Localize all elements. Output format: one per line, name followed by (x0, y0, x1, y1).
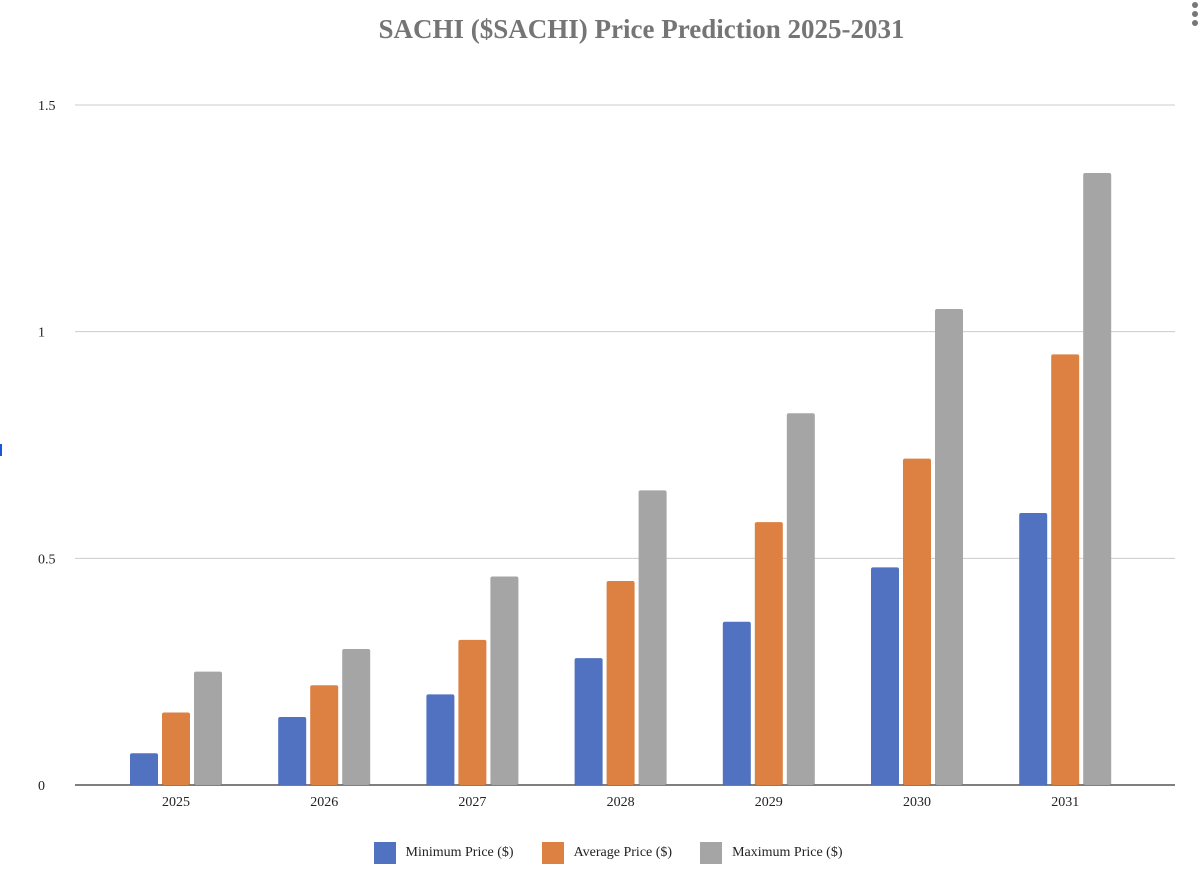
bar-maximum-2028 (638, 490, 667, 785)
bar-minimum-2028 (574, 658, 603, 785)
bar-average-2027 (458, 639, 487, 785)
bar-minimum-2026 (278, 717, 307, 785)
legend-item: Average Price ($) (541, 842, 673, 864)
bar-minimum-2030 (871, 567, 899, 785)
bar-maximum-2027 (490, 576, 519, 785)
chart-title: SACHI ($SACHI) Price Prediction 2025-203… (378, 14, 905, 44)
bar-minimum-2027 (426, 694, 455, 785)
y-tick-label: 1 (38, 326, 45, 341)
x-tick-label: 2025 (162, 795, 190, 810)
bar-maximum-2031 (1083, 173, 1112, 785)
bar-maximum-2030 (935, 309, 963, 785)
x-tick-label: 2027 (458, 795, 486, 810)
more-vertical-icon[interactable] (1192, 2, 1200, 29)
bar-average-2028 (606, 581, 635, 785)
y-tick-label: 0.5 (38, 552, 56, 567)
bar-minimum-2029 (722, 621, 751, 785)
legend-swatch (373, 842, 396, 864)
scroll-indicator (0, 444, 2, 456)
bar-average-2031 (1051, 354, 1080, 785)
x-tick-label: 2030 (903, 795, 931, 810)
bar-minimum-2031 (1019, 513, 1048, 785)
x-tick-label: 2031 (1051, 795, 1079, 810)
legend-label: Average Price ($) (573, 845, 673, 860)
bar-average-2026 (310, 685, 339, 785)
legend-item: Maximum Price ($) (700, 842, 843, 864)
y-tick-label: 0 (38, 779, 45, 794)
bar-maximum-2026 (342, 649, 371, 785)
x-tick-label: 2026 (310, 795, 338, 810)
bar-average-2029 (754, 522, 783, 785)
bar-minimum-2025 (130, 753, 158, 785)
bar-maximum-2025 (194, 671, 222, 785)
legend-label: Maximum Price ($) (732, 845, 843, 860)
bar-maximum-2029 (786, 413, 815, 785)
x-tick-label: 2028 (607, 795, 635, 810)
legend-swatch (700, 842, 723, 864)
legend: Minimum Price ($) Average Price ($) Maximu… (0, 842, 1200, 864)
y-tick-label: 1.5 (38, 99, 56, 114)
bar-average-2030 (903, 458, 931, 785)
bar-average-2025 (162, 712, 190, 785)
legend-label: Minimum Price ($) (405, 845, 514, 860)
legend-item: Minimum Price ($) (373, 842, 514, 864)
legend-swatch (541, 842, 564, 864)
x-tick-label: 2029 (755, 795, 783, 810)
